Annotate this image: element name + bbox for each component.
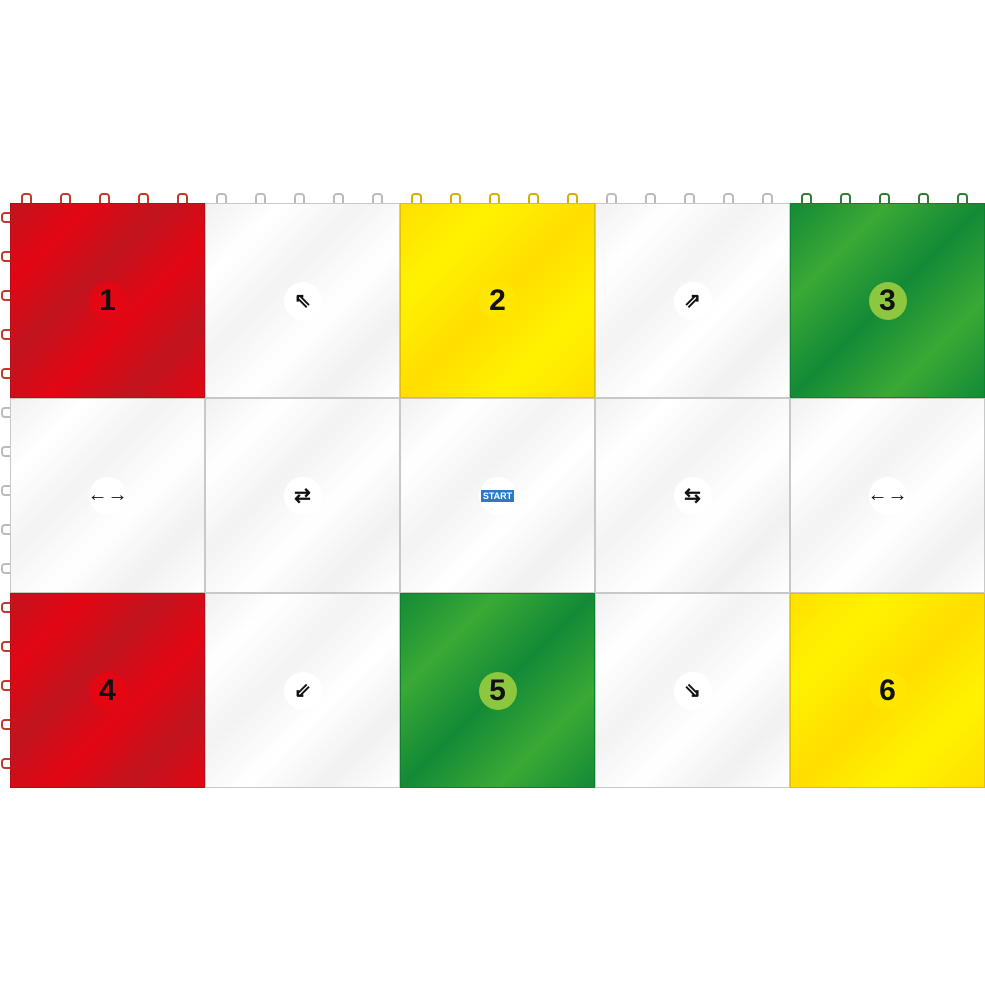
connector-loop — [1, 290, 12, 301]
start-logo: START — [480, 489, 515, 502]
tile-6: ←→ — [10, 398, 205, 593]
tile-number: 5 — [478, 671, 517, 710]
start-badge: START — [478, 476, 517, 515]
connector-loop — [489, 193, 500, 204]
tile-11: 4 — [10, 593, 205, 788]
tile-1: 1 — [10, 203, 205, 398]
connector-loop — [1, 719, 12, 730]
arrow-down-left-icon: ⇙ — [283, 671, 322, 710]
tile-8: START — [400, 398, 595, 593]
connector-loop — [1, 641, 12, 652]
connector-loop — [684, 193, 695, 204]
connector-loop — [762, 193, 773, 204]
tile-number: 1 — [88, 281, 127, 320]
connector-loop — [606, 193, 617, 204]
tile-4: ⇗ — [595, 203, 790, 398]
connector-loop — [255, 193, 266, 204]
left-right-arrow-icon: ←→ — [88, 476, 128, 515]
tile-5: 3 — [790, 203, 985, 398]
tile-13: 5 — [400, 593, 595, 788]
connector-loop — [1, 212, 12, 223]
connector-loop — [957, 193, 968, 204]
connector-loop — [1, 602, 12, 613]
connector-loop — [918, 193, 929, 204]
left-right-arrow-icon: ←→ — [868, 476, 908, 515]
connector-loop — [21, 193, 32, 204]
tile-14: ⇘ — [595, 593, 790, 788]
connector-loop — [801, 193, 812, 204]
connector-loop — [567, 193, 578, 204]
connector-loop — [372, 193, 383, 204]
connector-loop — [99, 193, 110, 204]
connector-loop — [645, 193, 656, 204]
connector-loop — [177, 193, 188, 204]
tile-2: ⇖ — [205, 203, 400, 398]
connector-loop — [879, 193, 890, 204]
tile-number: 3 — [868, 281, 907, 320]
connector-loop — [723, 193, 734, 204]
tile-number: 6 — [868, 671, 907, 710]
tile-3: 2 — [400, 203, 595, 398]
swap-arrows-icon: ⇆ — [673, 476, 712, 515]
connector-loop — [1, 563, 12, 574]
swap-arrows-icon: ⇄ — [283, 476, 322, 515]
connector-loop — [1, 524, 12, 535]
connector-loop — [138, 193, 149, 204]
tile-7: ⇄ — [205, 398, 400, 593]
floor-tile-grid: 1 ⇖ 2 ⇗ 3 ←→ ⇄ START ⇆ ←→ 4 ⇙ 5 ⇘ 6 — [10, 203, 985, 788]
tile-number: 4 — [88, 671, 127, 710]
connector-loop — [1, 446, 12, 457]
connector-loop — [1, 680, 12, 691]
connector-loop — [1, 758, 12, 769]
connector-loop — [1, 368, 12, 379]
connector-loop — [294, 193, 305, 204]
connector-loop — [60, 193, 71, 204]
connector-loop — [1, 251, 12, 262]
connector-loop — [528, 193, 539, 204]
arrow-up-right-icon: ⇗ — [673, 281, 712, 320]
tile-12: ⇙ — [205, 593, 400, 788]
connector-loop — [450, 193, 461, 204]
tile-15: 6 — [790, 593, 985, 788]
connector-loop — [216, 193, 227, 204]
arrow-down-right-icon: ⇘ — [673, 671, 712, 710]
connector-loop — [1, 329, 12, 340]
tile-9: ⇆ — [595, 398, 790, 593]
connector-loop — [333, 193, 344, 204]
connector-loop — [411, 193, 422, 204]
connector-loop — [1, 485, 12, 496]
tile-10: ←→ — [790, 398, 985, 593]
tile-number: 2 — [478, 281, 517, 320]
connector-loop — [1, 407, 12, 418]
connector-loop — [840, 193, 851, 204]
arrow-up-left-icon: ⇖ — [283, 281, 322, 320]
